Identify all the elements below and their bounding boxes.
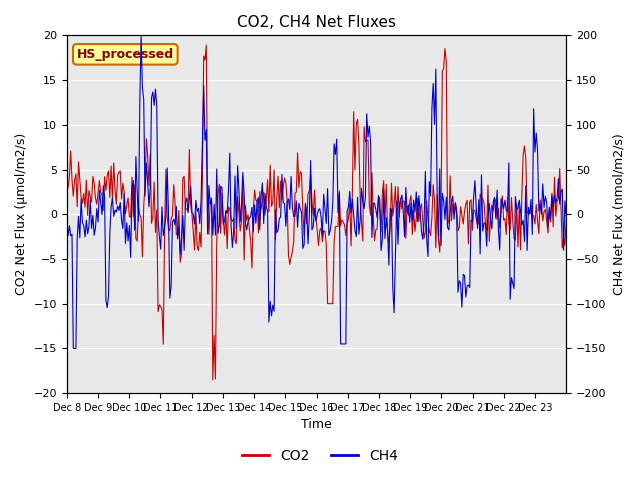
Text: HS_processed: HS_processed	[77, 48, 174, 61]
Title: CO2, CH4 Net Fluxes: CO2, CH4 Net Fluxes	[237, 15, 396, 30]
X-axis label: Time: Time	[301, 419, 332, 432]
Y-axis label: CH4 Net Flux (nmol/m2/s): CH4 Net Flux (nmol/m2/s)	[612, 133, 625, 295]
Legend: CO2, CH4: CO2, CH4	[236, 443, 404, 468]
Y-axis label: CO2 Net Flux (μmol/m2/s): CO2 Net Flux (μmol/m2/s)	[15, 133, 28, 295]
